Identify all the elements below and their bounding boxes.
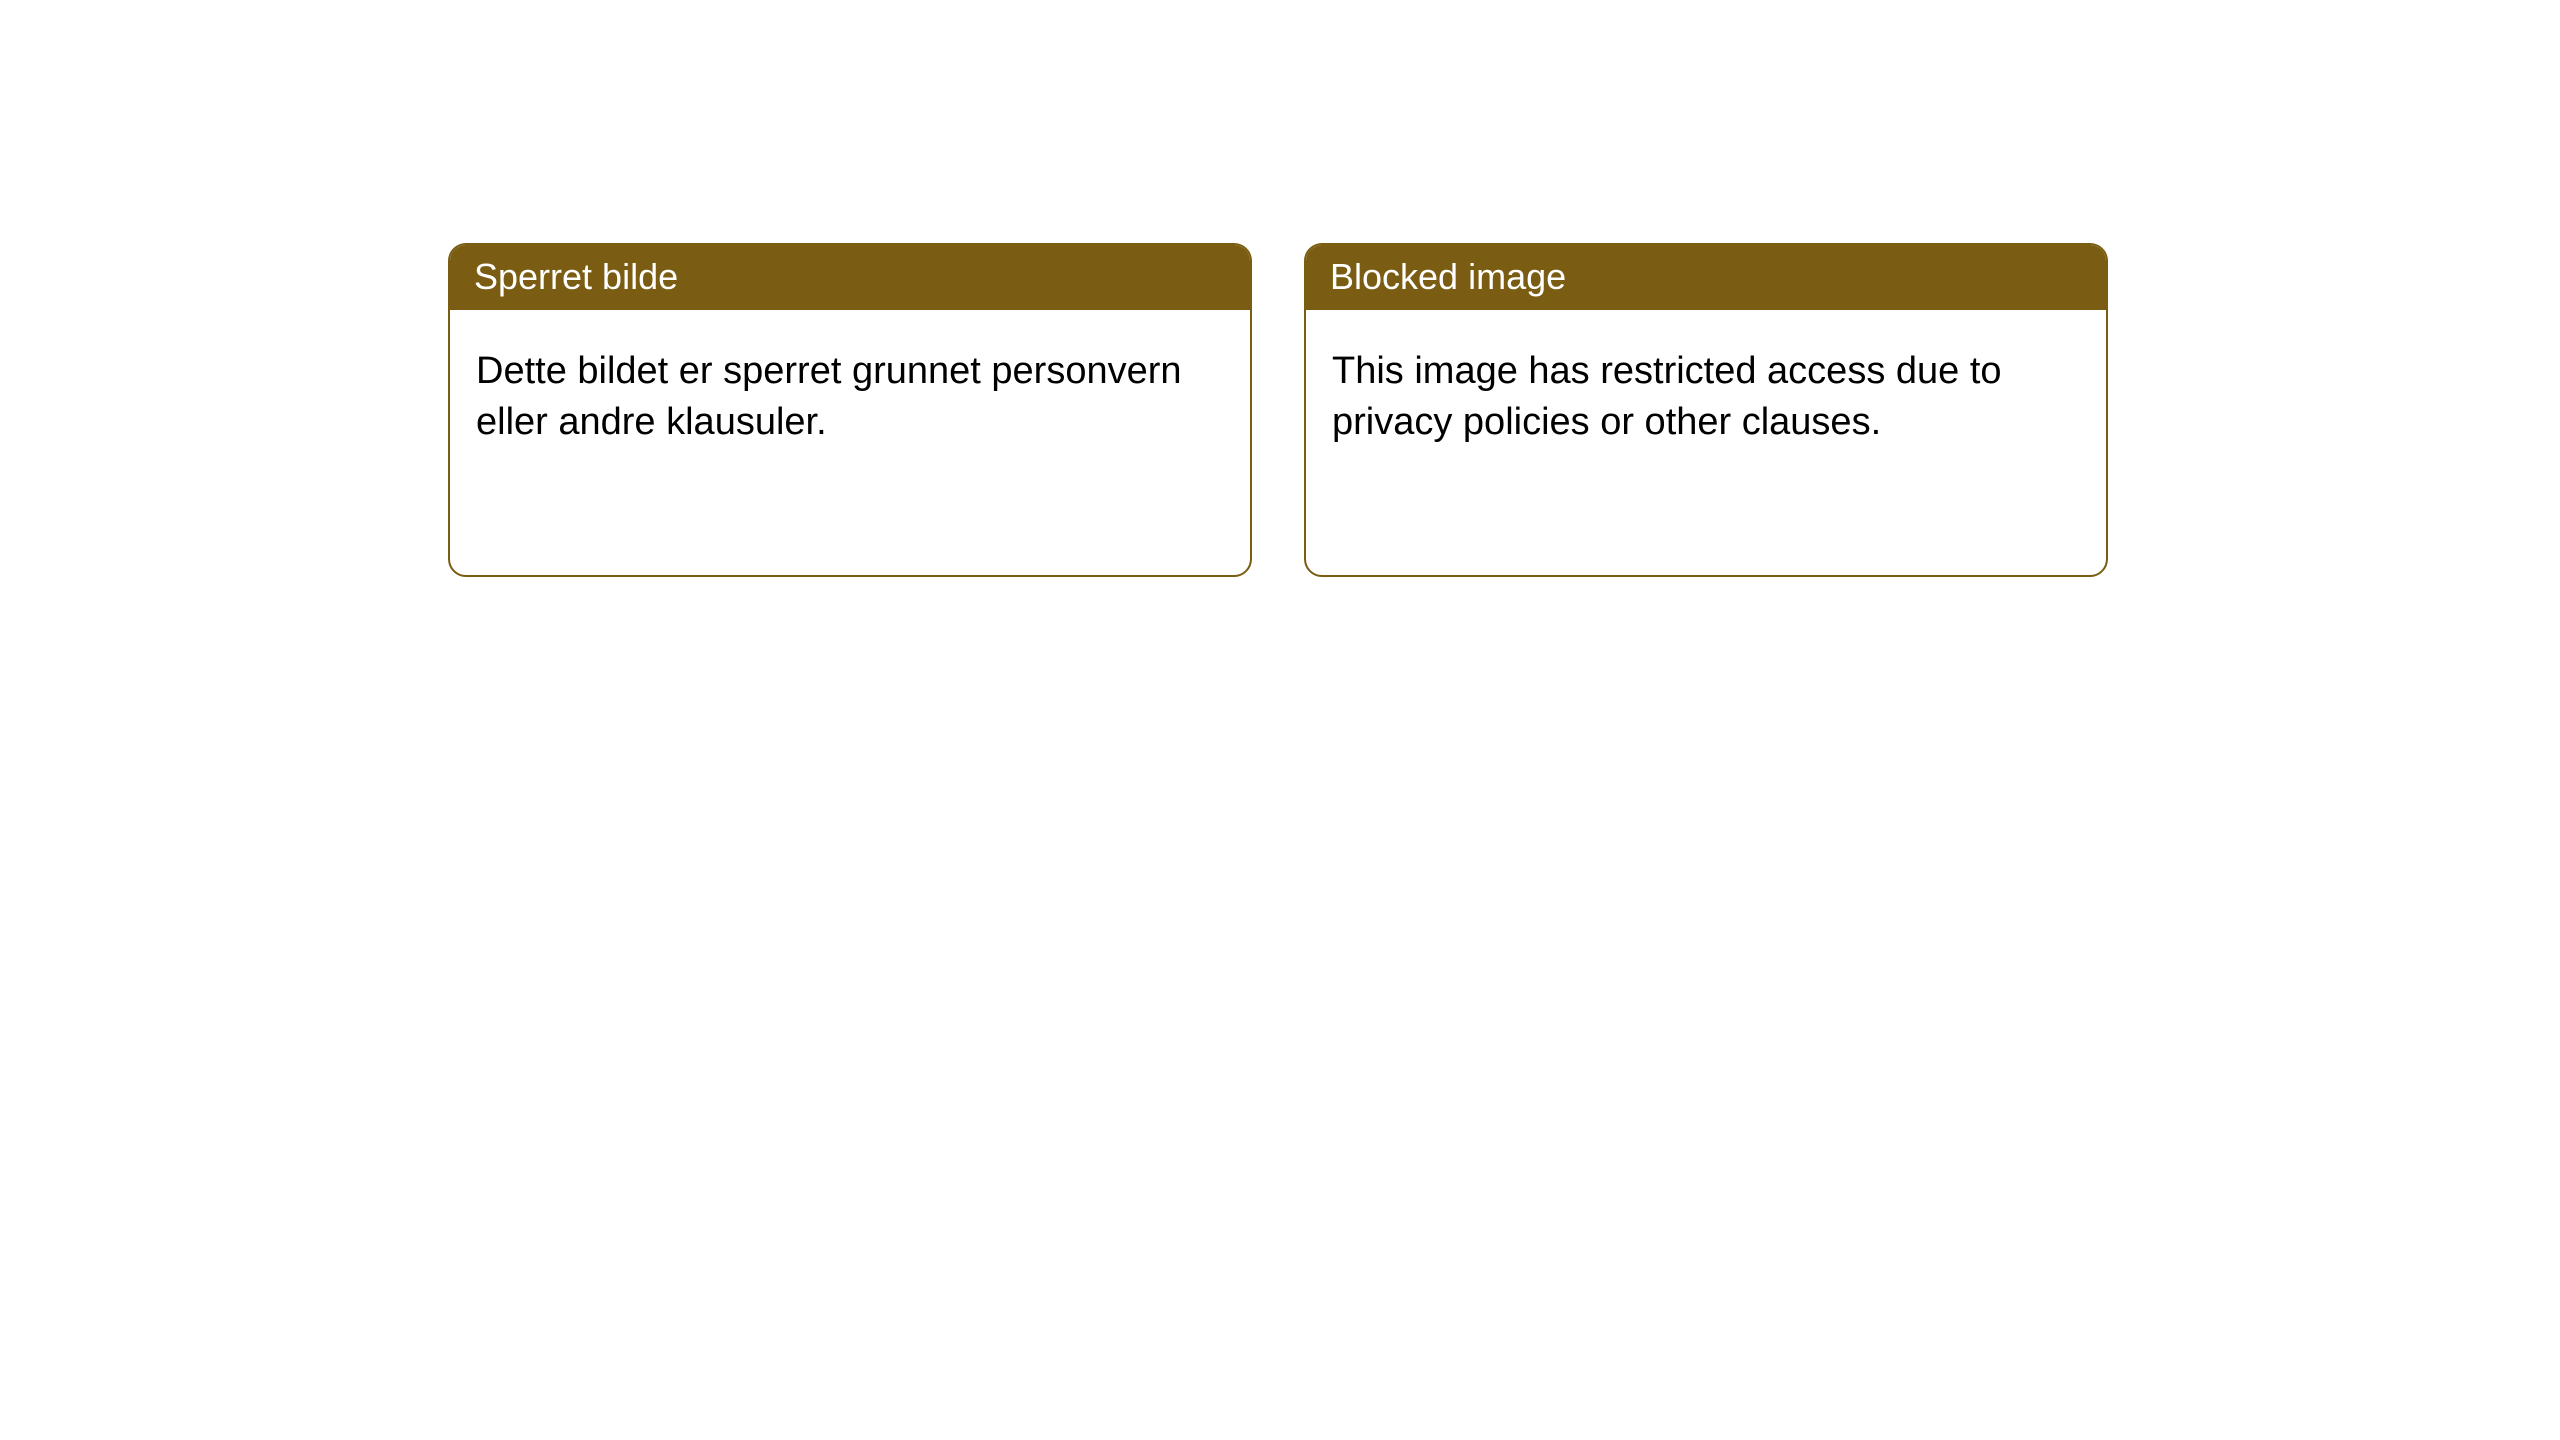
- notice-text-norwegian: Dette bildet er sperret grunnet personve…: [476, 350, 1182, 443]
- notice-container: Sperret bilde Dette bildet er sperret gr…: [0, 0, 2560, 577]
- notice-header-english: Blocked image: [1306, 245, 2106, 310]
- notice-title-norwegian: Sperret bilde: [474, 256, 678, 297]
- notice-body-english: This image has restricted access due to …: [1306, 310, 2106, 475]
- notice-body-norwegian: Dette bildet er sperret grunnet personve…: [450, 310, 1250, 475]
- notice-text-english: This image has restricted access due to …: [1332, 350, 2002, 443]
- notice-card-norwegian: Sperret bilde Dette bildet er sperret gr…: [448, 243, 1252, 577]
- notice-card-english: Blocked image This image has restricted …: [1304, 243, 2108, 577]
- notice-header-norwegian: Sperret bilde: [450, 245, 1250, 310]
- notice-title-english: Blocked image: [1330, 256, 1566, 297]
